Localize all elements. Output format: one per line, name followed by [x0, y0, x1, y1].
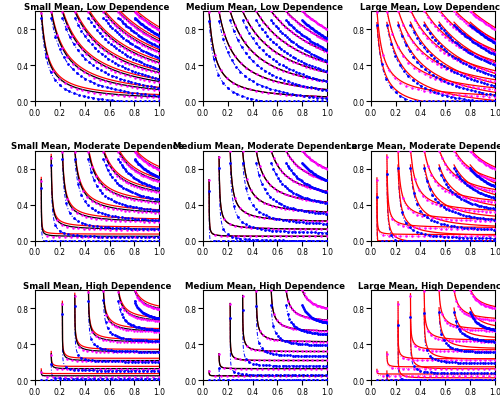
Title: Small Mean, Moderate Dependence: Small Mean, Moderate Dependence: [11, 142, 184, 151]
Title: Medium Mean, High Dependence: Medium Mean, High Dependence: [185, 281, 345, 290]
Title: Medium Mean, Moderate Dependence: Medium Mean, Moderate Dependence: [173, 142, 357, 151]
Title: Small Mean, Low Dependence: Small Mean, Low Dependence: [24, 2, 170, 11]
Title: Large Mean, Moderate Dependence: Large Mean, Moderate Dependence: [346, 142, 500, 151]
Title: Medium Mean, Low Dependence: Medium Mean, Low Dependence: [186, 2, 344, 11]
Title: Small Mean, High Dependence: Small Mean, High Dependence: [23, 281, 172, 290]
Title: Large Mean, High Dependence: Large Mean, High Dependence: [358, 281, 500, 290]
Title: Large Mean, Low Dependence: Large Mean, Low Dependence: [360, 2, 500, 11]
